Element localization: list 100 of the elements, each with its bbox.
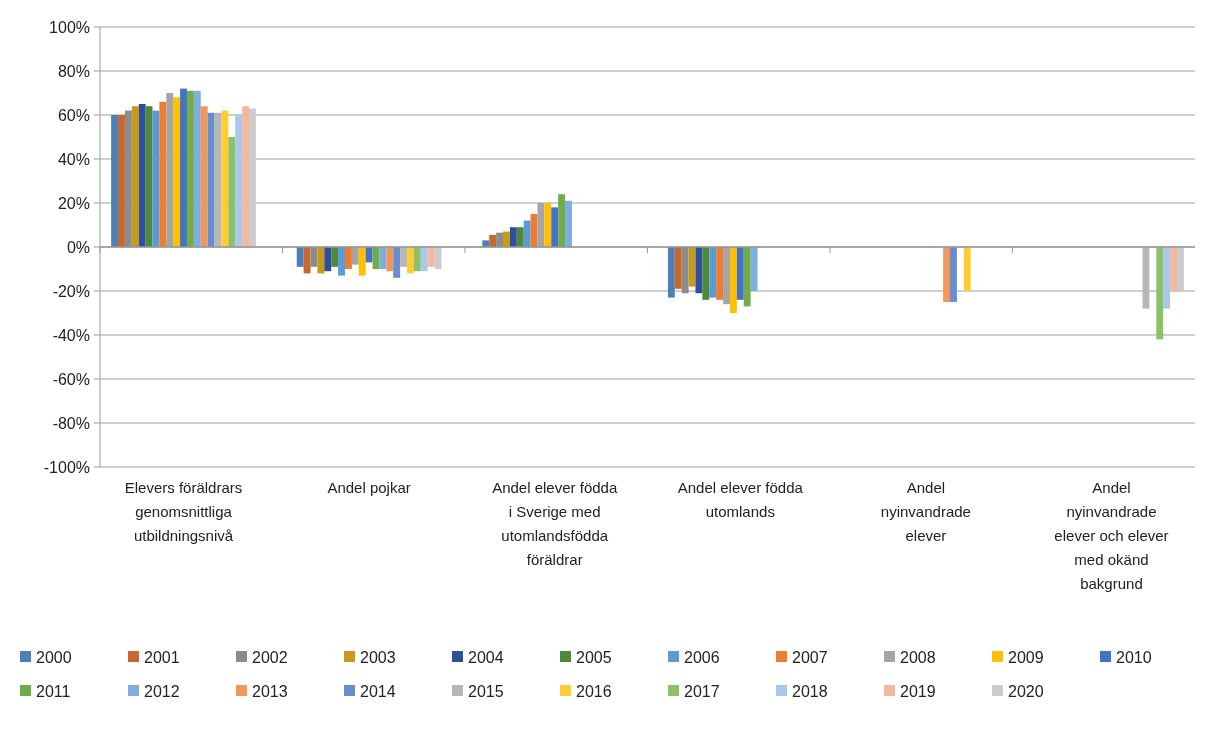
legend-label: 2015: [468, 682, 504, 700]
bar: [235, 115, 243, 247]
bar: [118, 115, 125, 247]
y-tick-label: 0%: [66, 238, 90, 256]
y-tick-label: 20%: [57, 194, 90, 212]
legend-label: 2017: [684, 682, 720, 700]
y-tick-label: -20%: [52, 282, 90, 300]
bar: [180, 88, 187, 247]
legend-label: 2003: [360, 648, 396, 666]
bar: [509, 227, 517, 247]
bar: [716, 247, 724, 300]
bar: [503, 231, 510, 247]
x-tick-label: Andel elever födda i Sverige med utomlandsfödda föräldrar: [492, 479, 618, 568]
bar: [393, 247, 401, 278]
bar: [1176, 247, 1184, 291]
y-tick-label: -80%: [52, 414, 90, 432]
bar: [729, 247, 737, 313]
x-tick-label: Elevers föräldrars genomsnittliga utbildningsnivå: [124, 479, 243, 544]
bar: [159, 101, 167, 247]
bar: [138, 104, 146, 247]
legend-label: 2007: [792, 648, 828, 666]
legend-label: 2011: [36, 682, 71, 700]
bar: [111, 115, 119, 247]
bar: [400, 247, 408, 267]
bar: [963, 247, 971, 291]
bar: [386, 247, 394, 272]
bar: [427, 247, 435, 267]
bar: [420, 247, 428, 272]
bar: [186, 90, 194, 247]
legend-label: 2009: [1008, 648, 1044, 666]
y-tick-label: 100%: [49, 18, 90, 36]
bar: [152, 110, 160, 247]
legend-label: 2004: [468, 648, 504, 666]
bar: [407, 247, 414, 274]
bar: [544, 203, 552, 247]
bar: [207, 112, 215, 247]
y-tick-label: 60%: [57, 106, 90, 124]
bar: [249, 108, 256, 247]
y-tick-label: -100%: [43, 458, 90, 476]
y-tick-label: -60%: [52, 370, 90, 388]
x-tick-label: Andel nyinvandrade elever: [880, 479, 971, 544]
bar: [221, 110, 229, 247]
bar: [750, 247, 758, 291]
legend-label: 2013: [252, 682, 288, 700]
bar: [344, 247, 352, 269]
legend-label: 2016: [576, 682, 612, 700]
legend-label: 2005: [576, 648, 612, 666]
bar: [709, 247, 717, 298]
bar: [489, 234, 497, 247]
bar: [950, 247, 957, 302]
bar: [551, 207, 559, 247]
legend-label: 2012: [144, 682, 180, 700]
legend-label: 2018: [792, 682, 828, 700]
bar: [242, 106, 249, 247]
bar: [702, 247, 710, 300]
bar: [558, 194, 566, 247]
bar: [1156, 247, 1164, 340]
bar: [695, 247, 703, 294]
bar: [1163, 247, 1171, 309]
legend-label: 2019: [900, 682, 936, 700]
bar: [338, 247, 345, 276]
bar: [379, 247, 387, 269]
bar: [200, 106, 208, 247]
bar: [173, 97, 181, 247]
legend-label: 2020: [1008, 682, 1044, 700]
x-tick-label: Andel pojkar: [327, 479, 411, 496]
bar: [228, 137, 236, 247]
x-tick-label: Andel nyinvandrade elever och elever med okänd bakgrund: [1054, 479, 1169, 592]
bar: [131, 106, 139, 247]
legend-label: 2006: [684, 648, 720, 666]
y-tick-label: 80%: [57, 62, 90, 80]
bar: [482, 240, 490, 247]
bar: [413, 247, 421, 272]
bar: [523, 220, 531, 247]
legend-label: 2014: [360, 682, 396, 700]
legend-label: 2000: [36, 648, 72, 666]
bar: [324, 247, 332, 272]
bar: [1170, 247, 1177, 291]
bar: [124, 110, 132, 247]
bar: [743, 247, 751, 307]
bar: [681, 247, 689, 294]
legend-label: 2001: [144, 648, 180, 666]
bar: [303, 247, 311, 274]
bar: [674, 247, 682, 289]
bar: [496, 232, 503, 247]
x-tick-label: Andel elever födda utomlands: [677, 479, 804, 520]
bar: [331, 247, 339, 267]
y-tick-label: 40%: [57, 150, 90, 168]
legend-label: 2002: [252, 648, 288, 666]
bar: [943, 247, 951, 302]
bar: [516, 227, 524, 247]
bar: [358, 247, 366, 276]
bar: [296, 247, 304, 267]
bar: [736, 247, 744, 300]
y-tick-label: -40%: [52, 326, 90, 344]
bar: [365, 247, 373, 263]
bar: [193, 90, 201, 247]
bar: [317, 247, 325, 274]
legend-label: 2010: [1116, 648, 1152, 666]
bar: [667, 247, 675, 298]
